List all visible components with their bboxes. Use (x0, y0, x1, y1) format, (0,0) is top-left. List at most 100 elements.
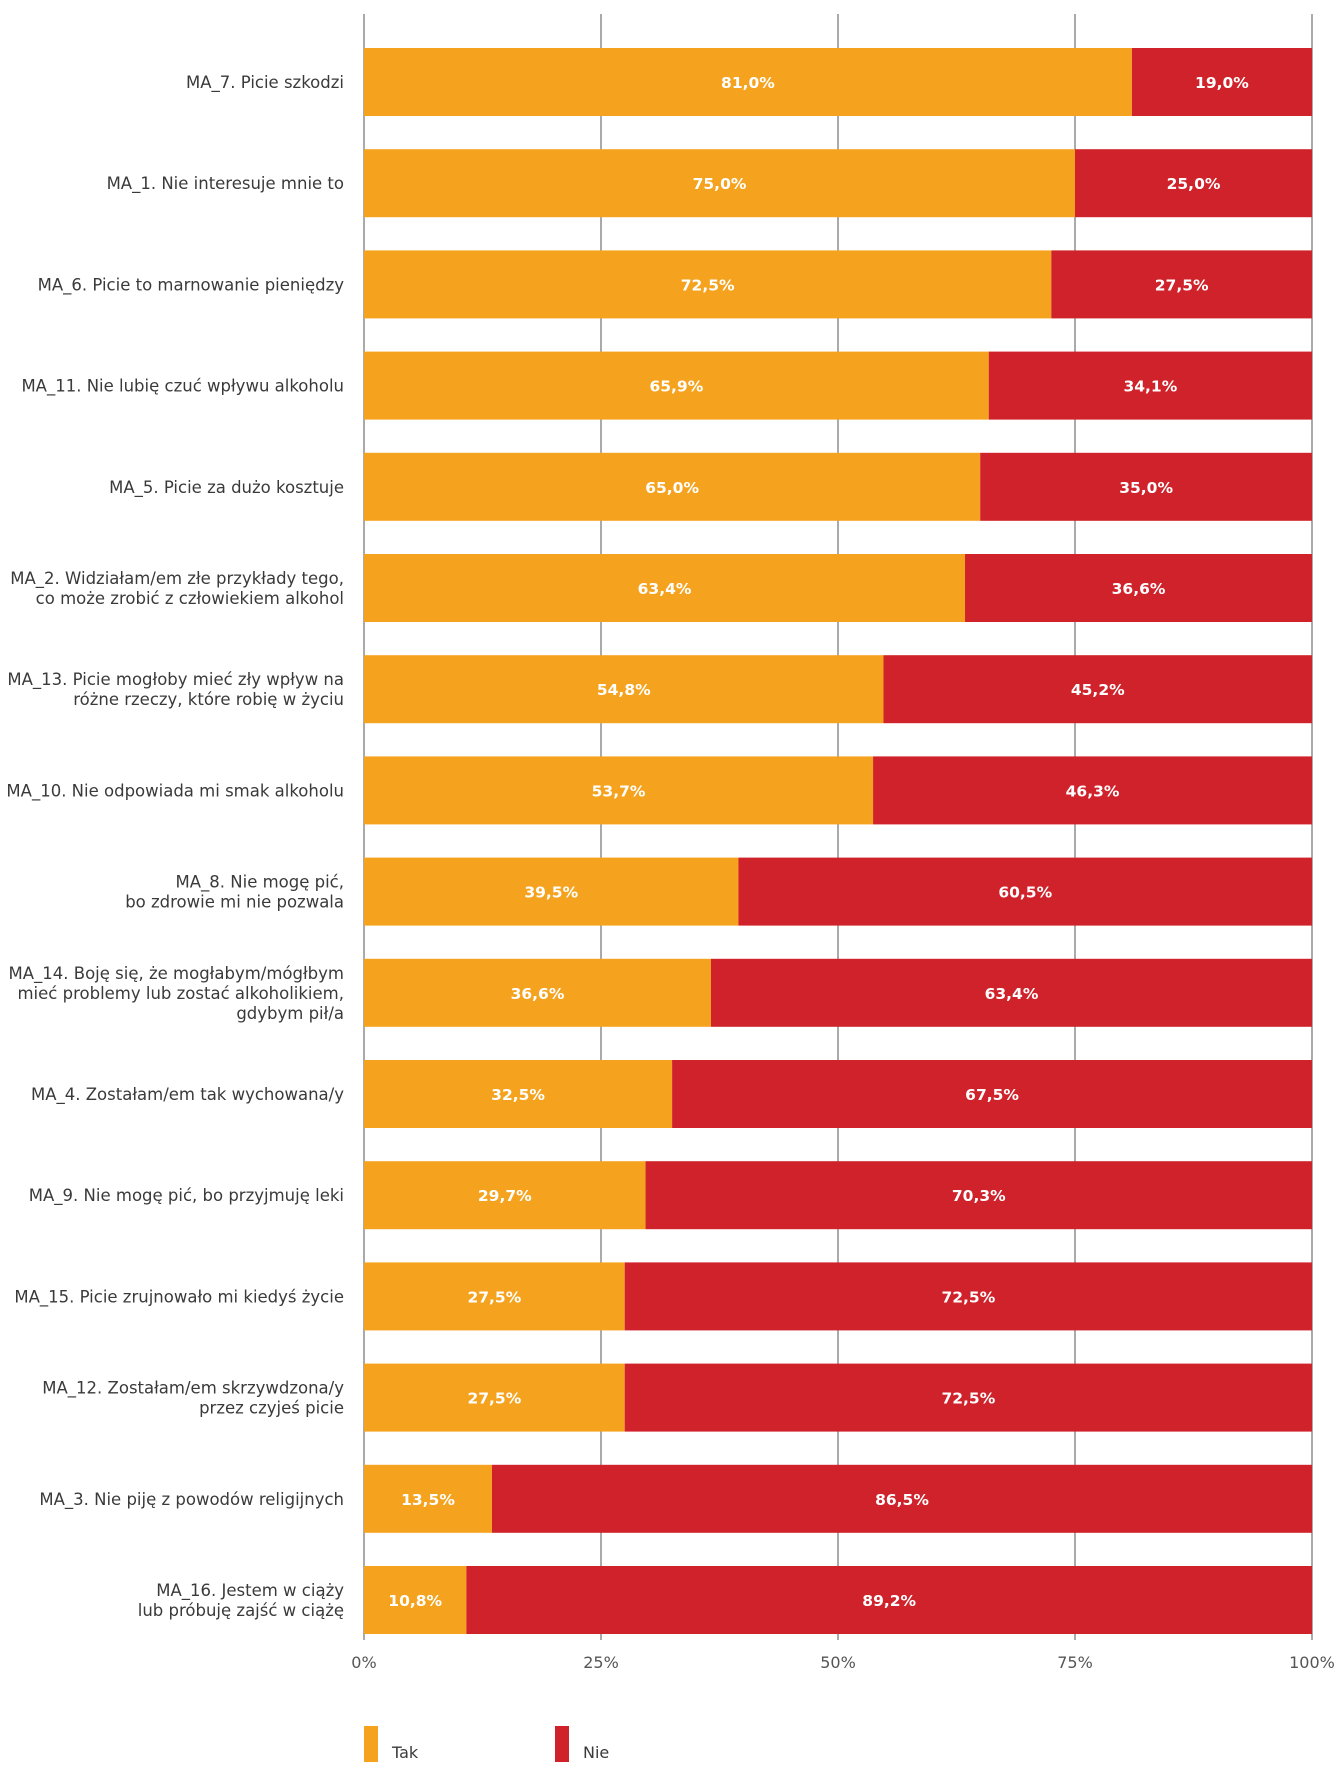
category-label: MA_12. Zostałam/em skrzywdzona/y przez cz… (42, 1379, 344, 1418)
category-label: MA_5. Picie za dużo kosztuje (109, 478, 344, 498)
bar-tak (364, 452, 981, 521)
bar-tak (364, 1566, 467, 1634)
data-label-nie: 67,5% (965, 1086, 1019, 1104)
category-label: MA_10. Nie odpowiada mi smak alkoholu (6, 781, 344, 801)
x-tick-label: 100% (1289, 1653, 1335, 1672)
data-label-tak: 29,7% (478, 1187, 532, 1205)
bar-tak (364, 1060, 673, 1128)
data-label-tak: 32,5% (491, 1086, 545, 1104)
x-tick-label: 25% (583, 1653, 619, 1672)
data-label-nie: 27,5% (1155, 276, 1209, 294)
bar-nie (883, 655, 1312, 724)
category-label-line: MA_15. Picie zrujnowało mi kiedyś życie (14, 1287, 344, 1307)
bar-tak (364, 958, 711, 1027)
bar-nie (624, 1262, 1312, 1331)
bar-tak (364, 655, 884, 724)
bar-tak (364, 250, 1052, 319)
category-label: MA_4. Zostałam/em tak wychowana/y (31, 1085, 344, 1105)
bar-tak (364, 554, 966, 622)
data-label-nie: 36,6% (1112, 580, 1166, 598)
x-tick-label: 50% (820, 1653, 856, 1672)
category-label-line: MA_12. Zostałam/em skrzywdzona/y (42, 1379, 344, 1399)
data-label-tak: 10,8% (388, 1592, 442, 1610)
bar-tak (364, 1262, 625, 1331)
category-label-line: MA_9. Nie mogę pić, bo przyjmuję leki (29, 1186, 344, 1206)
x-axis-ticks: 0% 25% 50% 75% 100% (351, 1653, 1335, 1672)
category-label-line: MA_16. Jestem w ciąży (156, 1581, 344, 1601)
category-label-line: MA_4. Zostałam/em tak wychowana/y (31, 1085, 344, 1105)
category-label-line: MA_7. Picie szkodzi (186, 73, 344, 93)
category-label: MA_3. Nie piję z powodów religijnych (39, 1490, 344, 1510)
bar-nie (645, 1161, 1312, 1230)
category-label-line: MA_14. Boję się, że mogłabym/mógłbym (9, 964, 345, 984)
category-label-line: bo zdrowie mi nie pozwala (125, 893, 344, 912)
category-label: MA_8. Nie mogę pić, bo zdrowie mi nie poz… (125, 873, 344, 912)
data-label-tak: 75,0% (693, 175, 747, 193)
x-tick-label: 0% (351, 1653, 376, 1672)
category-label: MA_16. Jestem w ciąży lub próbuję zajść w… (138, 1581, 344, 1620)
data-label-tak: 54,8% (597, 681, 651, 699)
data-label-nie: 46,3% (1066, 782, 1120, 800)
category-label: MA_14. Boję się, że mogłabym/mógłbym mieć… (9, 964, 345, 1023)
bar-nie (738, 857, 1312, 926)
category-label-line: różne rzeczy, które robię w życiu (73, 690, 344, 709)
bar-nie (710, 958, 1312, 1027)
data-label-tak: 63,4% (638, 580, 692, 598)
data-label-nie: 63,4% (985, 985, 1039, 1003)
category-label: MA_15. Picie zrujnowało mi kiedyś życie (14, 1287, 344, 1307)
bar-nie (1075, 149, 1312, 218)
data-label-tak: 72,5% (681, 276, 735, 294)
data-label-nie: 19,0% (1195, 74, 1249, 92)
legend: Tak Nie (364, 1726, 609, 1762)
data-label-nie: 70,3% (952, 1187, 1006, 1205)
data-label-nie: 60,5% (998, 884, 1052, 902)
bar-tak (364, 1363, 625, 1432)
category-label-line: co może zrobić z człowiekiem alkohol (36, 589, 344, 608)
category-label-line: gdybym pił/a (236, 1004, 344, 1023)
data-label-tak: 65,0% (645, 479, 699, 497)
category-label-line: MA_1. Nie interesuje mnie to (107, 174, 344, 194)
category-label: MA_2. Widziałam/em złe przykłady tego, co… (10, 569, 344, 608)
bar-nie (988, 351, 1312, 420)
bar-nie (965, 554, 1312, 622)
category-label-line: MA_11. Nie lubię czuć wpływu alkoholu (21, 377, 344, 397)
legend-label-nie: Nie (583, 1743, 609, 1762)
data-label-tak: 13,5% (401, 1491, 455, 1509)
category-label-line: MA_6. Picie to marnowanie pieniędzy (38, 275, 345, 295)
bar-tak (364, 1161, 646, 1230)
bar-tak (364, 351, 989, 420)
bar-nie (466, 1566, 1312, 1634)
legend-label-tak: Tak (391, 1743, 419, 1762)
data-label-nie: 72,5% (941, 1288, 995, 1306)
x-tick-label: 75% (1057, 1653, 1093, 1672)
data-label-nie: 35,0% (1119, 479, 1173, 497)
bar-tak (364, 149, 1075, 218)
legend-swatch-tak (364, 1726, 378, 1762)
data-label-nie: 25,0% (1167, 175, 1221, 193)
bar-nie (873, 756, 1312, 825)
data-label-nie: 72,5% (941, 1390, 995, 1408)
category-label-line: MA_13. Picie mogłoby mieć zły wpływ na (7, 670, 344, 690)
category-label-line: lub próbuję zajść w ciążę (138, 1601, 344, 1620)
data-label-tak: 27,5% (467, 1288, 521, 1306)
bar-nie (980, 452, 1312, 521)
data-label-tak: 81,0% (721, 74, 775, 92)
category-label: MA_6. Picie to marnowanie pieniędzy (38, 275, 345, 295)
data-label-nie: 89,2% (862, 1592, 916, 1610)
bar-nie (1131, 48, 1312, 116)
category-label-line: MA_10. Nie odpowiada mi smak alkoholu (6, 781, 344, 801)
category-label: MA_11. Nie lubię czuć wpływu alkoholu (21, 377, 344, 397)
data-label-tak: 65,9% (649, 378, 703, 396)
category-label-line: przez czyjeś picie (199, 1399, 344, 1418)
bar-tak (364, 756, 874, 825)
data-label-tak: 27,5% (467, 1390, 521, 1408)
bar-nie (672, 1060, 1312, 1128)
data-label-tak: 53,7% (592, 782, 646, 800)
data-label-nie: 45,2% (1071, 681, 1125, 699)
data-label-nie: 86,5% (875, 1491, 929, 1509)
category-label-line: MA_2. Widziałam/em złe przykłady tego, (10, 569, 344, 589)
data-label-tak: 39,5% (524, 884, 578, 902)
bar-nie (1051, 250, 1312, 319)
bar-tak (364, 48, 1132, 116)
